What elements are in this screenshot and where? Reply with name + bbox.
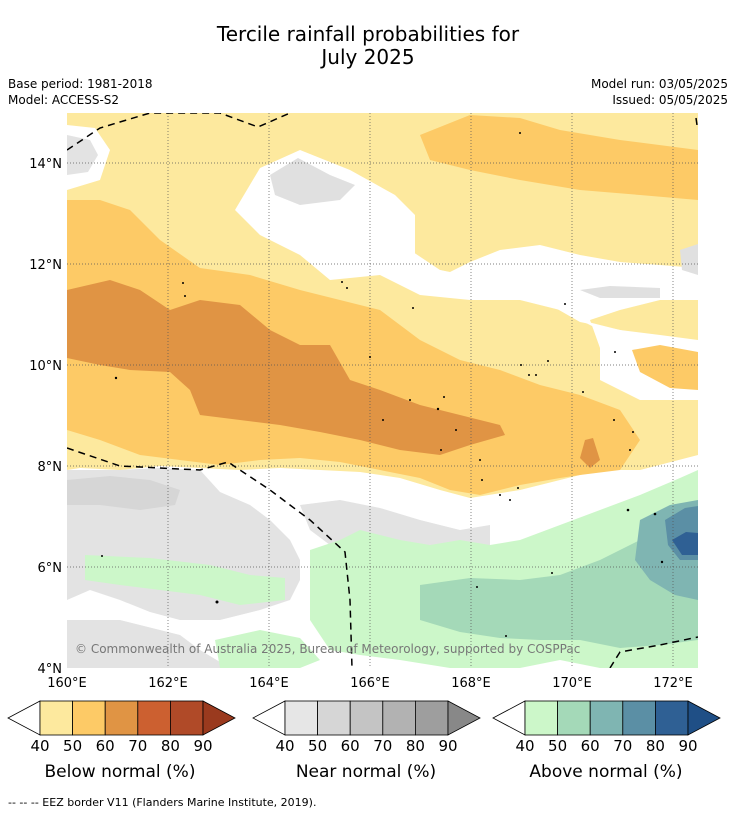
model-name-text: Model: ACCESS-S2 [8,93,120,107]
region-below-50-north [420,115,698,200]
colorbar-segment [622,700,656,736]
colorbar-tick-label: 40 [515,737,534,755]
colorbar-segment [382,700,416,736]
issued-date-text: Issued: 05/05/2025 [612,93,728,107]
region-below-50-main [67,200,640,495]
base-period-text: Base period: 1981-2018 [8,77,153,91]
region-near-40-north [235,150,698,348]
lon-tick-label: 160°E [47,676,87,691]
colorbar-tick-label: 40 [30,737,49,755]
colorbar-segment [104,700,139,736]
colorbar-tick-label: 50 [63,737,82,755]
colorbar-segment [524,700,558,736]
colorbar-tick-label: 80 [406,737,425,755]
colorbar-right-extend [687,700,721,736]
eez-border-lines [67,113,698,668]
region-near-40-nw-grey [67,135,98,175]
colorbar-segment [414,700,449,736]
island-marks [101,132,664,637]
map-title-line2: July 2025 [321,45,415,69]
region-near-40-south [67,620,230,668]
colorbar-segment [284,700,318,736]
model-run-text: Model run: 03/05/2025 [590,77,728,91]
colorbar-segment [169,700,204,736]
colorbar-tick-label: 70 [128,737,147,755]
copyright-text: © Commonwealth of Australia 2025, Bureau… [75,642,580,656]
map-fill-layer [67,113,698,668]
colorbar-segment [349,700,384,736]
colorbar-label-near: Near normal (%) [295,762,437,782]
region-above-40 [85,555,285,605]
region-below-60 [67,280,505,455]
colorbar-left-extend [7,700,41,736]
colorbar-tick-label: 70 [613,737,632,755]
colorbar-tick-label: 70 [373,737,392,755]
map-gridlines [67,113,698,668]
lat-tick-label: 8°N [38,460,63,475]
lat-tick-label: 14°N [29,157,62,172]
eez-legend-text: -- -- -- EEZ border V11 (Flanders Marine… [8,796,317,809]
lon-tick-label: 172°E [653,676,693,691]
colorbar-segment [655,700,689,736]
colorbar-tick-label: 90 [193,737,212,755]
region-below-50-east [632,345,698,390]
lon-tick-label: 168°E [451,676,491,691]
lat-tick-label: 6°N [38,561,63,576]
region-near-50-sw [67,476,180,510]
colorbar-label-below: Below normal (%) [44,762,196,782]
colorbar-segment [72,700,106,736]
map-title-line1: Tercile rainfall probabilities for [216,22,520,46]
colorbar-tick-label: 60 [96,737,115,755]
region-below-60-small [580,438,600,468]
lat-tick-label: 4°N [38,662,63,677]
lon-tick-label: 164°E [249,676,289,691]
lat-tick-label: 10°N [29,359,62,374]
colorbar-tick-label: 40 [275,737,294,755]
colorbar-tick-label: 50 [548,737,567,755]
colorbar-right-extend [447,700,481,736]
colorbar-segment [317,700,351,736]
colorbar-left-extend [252,700,286,736]
region-above-80 [672,532,698,555]
colorbar-right-extend [202,700,236,736]
colorbar-tick-label: 50 [308,737,327,755]
region-near-grey-north [270,158,355,205]
colorbar-tick-label: 80 [161,737,180,755]
lat-tick-label: 12°N [29,258,62,273]
colorbar-label-above: Above normal (%) [529,762,683,782]
colorbar-tick-label: 90 [438,737,457,755]
colorbar-tick-label: 60 [581,737,600,755]
colorbar-tick-label: 60 [341,737,360,755]
colorbar-tick-label: 90 [678,737,697,755]
region-near-grey-east [580,286,660,298]
lon-tick-label: 162°E [148,676,188,691]
region-above-50 [420,500,698,648]
axis-labels: 4°N 6°N 8°N 10°N 12°N 14°N 160°E 162°E 164°E 166°… [29,157,693,691]
region-near-grey-east2 [680,244,698,275]
colorbar-segment [137,700,171,736]
colorbar-segment [39,700,73,736]
colorbar-segment [589,700,624,736]
colorbar-tick-label: 80 [646,737,665,755]
colorbar-segment [557,700,591,736]
colorbar-left-extend [492,700,526,736]
colorbars: 40 50 60 70 80 90 40 50 60 70 80 90 40 50 60 70 80 90 [7,700,721,755]
lon-tick-label: 170°E [552,676,592,691]
lon-tick-label: 166°E [350,676,390,691]
region-above-40-sw [215,630,320,668]
